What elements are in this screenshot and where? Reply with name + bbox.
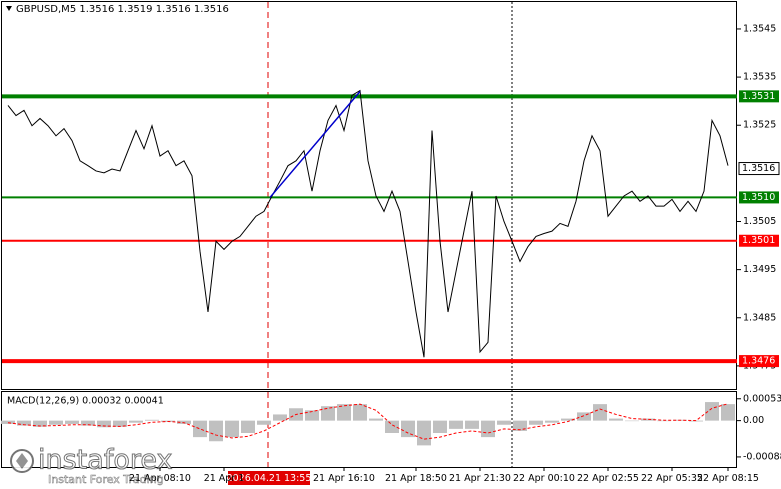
- y-tick-label: 1.3495: [743, 264, 776, 275]
- macd-bar: [193, 420, 207, 438]
- macd-bar: [401, 420, 415, 438]
- watermark: instaforex Instant Forex Trading: [10, 444, 173, 486]
- macd-bar: [17, 420, 31, 426]
- y-tick-label: -0.00088: [743, 451, 781, 462]
- macd-bar: [257, 420, 271, 425]
- y-tick-label: 1.3535: [743, 72, 776, 83]
- macd-bar: [385, 420, 399, 434]
- macd-bar: [609, 418, 623, 421]
- price-line: [7, 89, 729, 358]
- watermark-logo-mark: [16, 453, 28, 469]
- macd-bar: [209, 420, 223, 442]
- macd-bar: [97, 420, 111, 428]
- signal-line: [7, 403, 729, 440]
- level-label-box: [739, 234, 779, 247]
- macd-bar: [241, 420, 255, 434]
- x-tick-label: 22 Apr 05:35: [641, 473, 703, 484]
- crosshair-time-box: [228, 471, 310, 485]
- macd-bar: [65, 420, 79, 424]
- x-tick-label: 21 Apr 1: [204, 473, 245, 484]
- y-tick-label: 0.00: [743, 415, 764, 426]
- y-tick-label: 1.3525: [743, 120, 776, 131]
- macd-bar: [321, 406, 335, 421]
- macd-bar: [529, 420, 543, 425]
- y-tick-label: 1.3545: [743, 23, 776, 34]
- macd-bar: [273, 414, 287, 421]
- macd-bar: [465, 420, 479, 429]
- macd-bar: [497, 420, 511, 425]
- plot: [1, 89, 737, 446]
- macd-bar: [481, 420, 495, 438]
- x-tick-label: 21 Apr 16:10: [313, 473, 375, 484]
- macd-bar: [705, 402, 719, 421]
- y-tick-label: 1.3505: [743, 216, 776, 227]
- macd-bar: [225, 420, 239, 438]
- y-tick-label: 0.00053: [743, 393, 781, 404]
- macd-bar: [33, 420, 47, 427]
- level-label-box: [739, 355, 779, 368]
- macd-bar: [721, 404, 735, 421]
- macd-bar: [641, 418, 655, 421]
- macd-bar: [625, 420, 639, 422]
- x-tick-label: 21 Apr 18:50: [385, 473, 447, 484]
- last-price-box: [738, 162, 780, 176]
- macd-bar: [337, 404, 351, 421]
- macd-bar: [1, 420, 15, 424]
- x-tick-label: 22 Apr 00:10: [513, 473, 575, 484]
- level-label: 1.3476: [742, 356, 775, 367]
- macd-bar: [129, 420, 143, 423]
- level-label: 1.3510: [742, 192, 775, 203]
- x-tick-label: 21 Apr 21:30: [449, 473, 511, 484]
- macd-bar: [657, 420, 671, 422]
- macd-bar: [49, 420, 63, 425]
- last-price-label: 1.3516: [742, 163, 775, 174]
- watermark-brand: instaforex: [38, 445, 172, 476]
- x-tick-label: 22 Apr 08:15: [697, 473, 759, 484]
- level-label: 1.3531: [742, 91, 775, 102]
- macd-bar: [353, 404, 367, 421]
- macd-bar: [561, 418, 575, 421]
- macd-bar: [433, 420, 447, 434]
- trend-line: [269, 91, 361, 198]
- macd-bar: [577, 412, 591, 421]
- macd-bar: [593, 404, 607, 421]
- watermark-slogan: Instant Forex Trading: [48, 473, 164, 486]
- crosshair-time: 2026.04.21 13:55: [227, 473, 312, 484]
- macd-bar: [369, 418, 383, 421]
- macd-bar: [449, 420, 463, 429]
- macd-bar: [145, 419, 159, 421]
- y-tick-label: 1.3485: [743, 312, 776, 323]
- macd-panel-frame: [1, 391, 737, 468]
- symbol-icon: [6, 6, 12, 11]
- macd-bar: [513, 420, 527, 431]
- macd-bar: [305, 410, 319, 421]
- x-tick-label: 22 Apr 02:55: [577, 473, 639, 484]
- x-tick-label: 21 Apr 08:10: [129, 473, 191, 484]
- macd-bar: [417, 420, 431, 446]
- price-panel-frame: [1, 1, 737, 390]
- macd-bar: [113, 420, 127, 427]
- macd-title: MACD(12,26,9) 0.00032 0.00041: [7, 396, 164, 407]
- level-label-box: [739, 191, 779, 204]
- macd-bar: [81, 420, 95, 426]
- chart-title: GBPUSD,M5 1.3516 1.3519 1.3516 1.3516: [16, 4, 229, 15]
- level-label: 1.3501: [742, 235, 775, 246]
- macd-bar: [545, 420, 559, 423]
- level-label-box: [739, 90, 779, 103]
